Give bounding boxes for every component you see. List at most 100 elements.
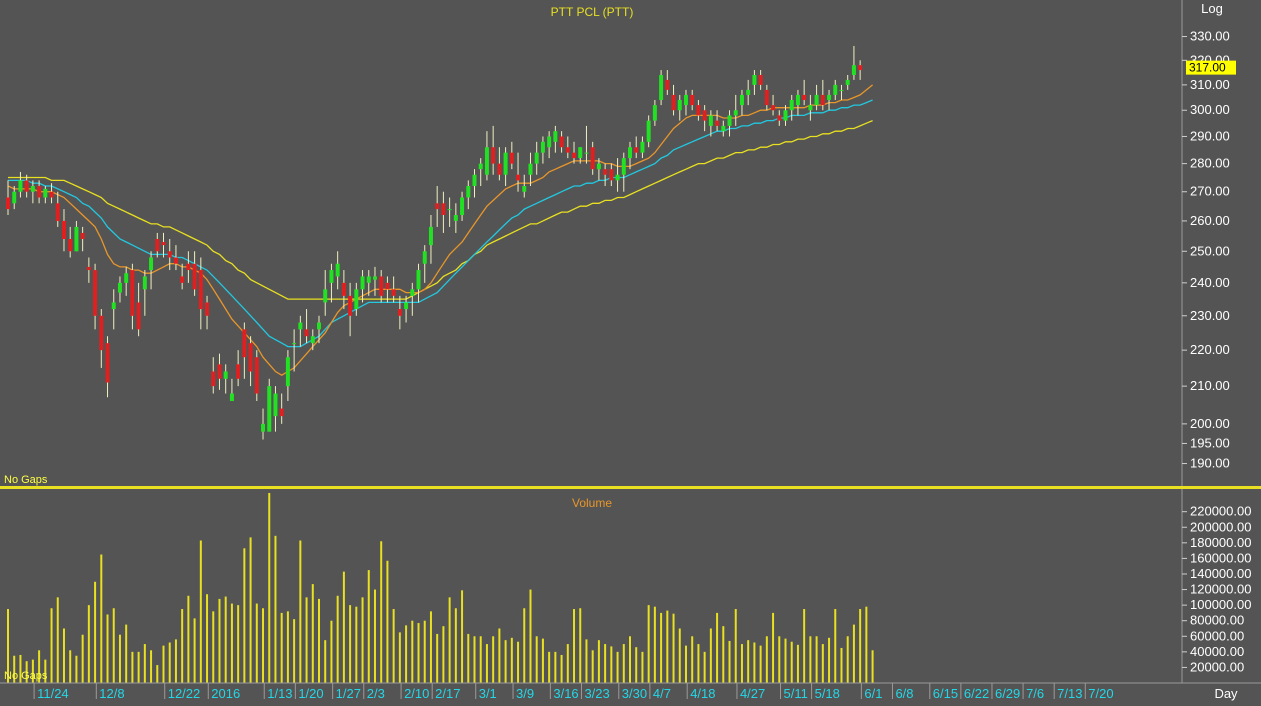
candle-body — [609, 169, 614, 181]
candle-body — [410, 289, 415, 296]
candle-body — [808, 105, 813, 111]
volume-bar — [660, 612, 663, 683]
candle — [391, 276, 396, 303]
volume-bar — [635, 647, 638, 683]
candle — [783, 105, 788, 126]
candle-body — [385, 282, 390, 290]
date-tick-label: 7/20 — [1088, 686, 1113, 701]
volume-bar — [268, 492, 271, 683]
candle-body — [117, 282, 122, 293]
volume-bar — [305, 597, 308, 683]
volume-bar — [373, 589, 376, 683]
volume-bar — [69, 650, 72, 683]
volume-bar — [828, 637, 831, 683]
candle — [540, 136, 545, 164]
candle-body — [335, 263, 340, 277]
candle-body — [205, 302, 210, 316]
candle — [86, 257, 91, 283]
candle-body — [404, 302, 409, 310]
candle — [696, 100, 701, 121]
date-tick-label: 3/23 — [584, 686, 609, 701]
candle-body — [628, 147, 632, 159]
candle — [491, 125, 496, 175]
candle-body — [99, 315, 104, 351]
candle — [746, 79, 751, 106]
candle-body — [111, 302, 116, 310]
volume-bar — [554, 651, 557, 683]
candle-body — [167, 251, 172, 258]
candle-body — [665, 79, 670, 90]
volume-bar — [230, 603, 233, 683]
volume-chart-title: Volume — [572, 496, 612, 510]
candle-body — [677, 100, 682, 111]
candle — [385, 276, 390, 303]
date-tick-label: 2016 — [211, 686, 240, 701]
candle — [130, 263, 135, 330]
candle-body — [223, 371, 228, 379]
price-tick-label: 230.00 — [1190, 308, 1230, 323]
candle — [317, 315, 321, 344]
volume-bar — [672, 613, 675, 683]
date-tick-label: 2/17 — [435, 686, 460, 701]
price-tick-label: 210.00 — [1190, 378, 1230, 393]
candle — [721, 120, 726, 137]
candle-body — [285, 357, 290, 387]
volume-bar — [722, 626, 725, 683]
candle — [410, 282, 415, 316]
candle — [447, 197, 452, 227]
volume-bar — [162, 645, 165, 683]
volume-bar — [728, 640, 731, 683]
candle — [422, 245, 427, 283]
price-tick-label: 280.00 — [1190, 156, 1230, 171]
candle-body — [484, 147, 489, 175]
candle-body — [341, 282, 346, 296]
volume-bar — [734, 609, 737, 683]
candle — [453, 203, 458, 233]
panel-divider[interactable] — [0, 486, 1261, 489]
candle — [341, 270, 346, 310]
candle-body — [721, 125, 726, 132]
volume-panel[interactable]: 20000.0040000.0060000.0080000.00100000.0… — [4, 489, 1251, 683]
candle — [646, 115, 651, 148]
candle — [659, 70, 664, 106]
volume-bar — [604, 644, 607, 683]
candle — [441, 191, 446, 233]
ma-long-line — [8, 120, 873, 300]
candle-body — [86, 266, 91, 271]
candle — [677, 94, 682, 121]
candle-body — [180, 276, 185, 283]
candle — [802, 79, 807, 106]
candle — [229, 378, 234, 402]
volume-bar — [38, 650, 41, 683]
candles — [6, 45, 863, 440]
candle — [820, 79, 825, 111]
price-panel[interactable]: 190.00 195.00 200.00 210.00 220.00 230.00 240.… — [4, 0, 1236, 486]
volume-bar — [367, 570, 370, 683]
volume-tick-label: 100000.00 — [1190, 597, 1251, 612]
volume-bar — [212, 611, 215, 683]
candle — [528, 152, 533, 187]
candle-body — [509, 152, 514, 164]
volume-bar — [684, 645, 687, 683]
candle-body — [683, 94, 688, 106]
price-gaps-label: No Gaps — [4, 474, 48, 486]
candle-body — [739, 94, 744, 106]
candle — [621, 152, 626, 192]
price-chart-title: PTT PCL (PTT) — [551, 5, 634, 19]
candle — [715, 110, 720, 132]
candle — [497, 147, 502, 181]
volume-bar — [361, 597, 364, 683]
candle-body — [304, 329, 309, 337]
candle — [466, 180, 471, 210]
volume-bar — [579, 608, 582, 683]
volume-bar — [355, 606, 358, 683]
volume-bar — [834, 609, 837, 683]
volume-bar — [262, 608, 265, 683]
candle-body — [273, 393, 278, 417]
volume-tick-label: 200000.00 — [1190, 519, 1251, 534]
volume-bar — [106, 614, 109, 683]
candle-body — [161, 242, 166, 246]
candle-body — [323, 289, 328, 303]
candle-body — [789, 100, 794, 111]
candle-body — [634, 147, 639, 153]
